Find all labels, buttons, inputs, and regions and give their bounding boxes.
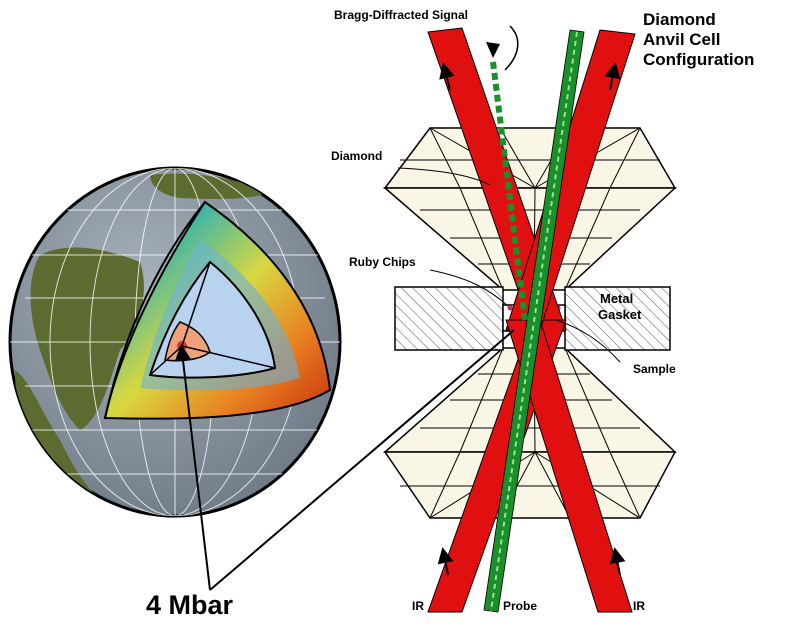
pointer-lines [174,167,621,591]
ruby-leader [429,269,509,307]
probe-label: Probe [503,599,538,613]
title-line-2: Anvil Cell [643,30,721,49]
title-line-1: Diamond [643,10,716,29]
ir-right-label: IR [633,599,645,613]
pressure-label: 4 Mbar [146,590,234,620]
earth-globe [8,165,345,518]
sample-label: Sample [633,362,676,376]
title-line-3: Configuration [643,50,755,69]
probe-beam [483,29,585,613]
bragg-signal [486,25,528,321]
ruby-chip [507,305,513,311]
pressure-arrow-to-sample [209,329,515,591]
ir-left-label: IR [412,599,424,613]
gasket-label: Gasket [598,307,642,322]
diamond-leader [397,167,491,186]
diamond-label: Diamond [331,149,383,163]
diamond-anvil-cell [382,25,677,613]
bragg-label: Bragg-Diffracted Signal [334,8,469,22]
metal-label: Metal [600,291,634,306]
ruby-chips-label: Ruby Chips [349,255,416,269]
sample-leader [555,319,621,363]
globe-land [15,173,270,501]
pressure-arrow-to-core [174,344,211,591]
